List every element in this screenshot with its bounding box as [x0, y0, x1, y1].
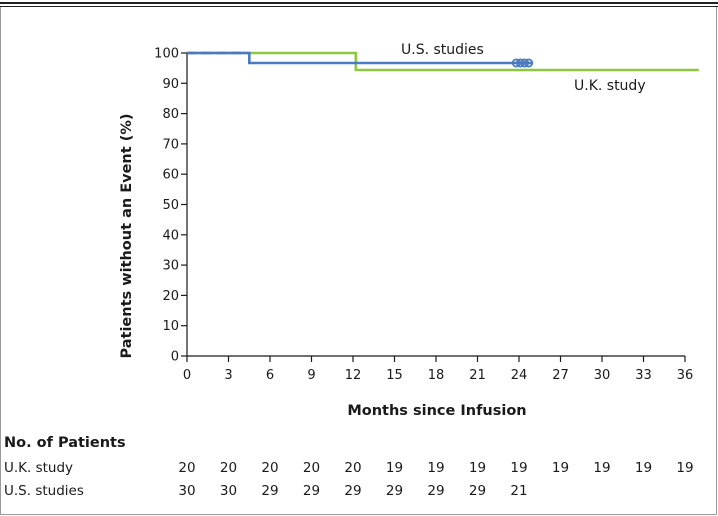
- x-tick-label: 36: [677, 368, 694, 383]
- risk-value-uk: 20: [261, 460, 278, 476]
- risk-value-uk: 19: [635, 460, 652, 476]
- x-tick-label: 3: [224, 368, 232, 383]
- y-tick-label: 30: [162, 259, 179, 274]
- series-line-uk: [187, 51, 699, 72]
- risk-value-us: 29: [386, 483, 403, 499]
- risk-value-uk: 20: [303, 460, 320, 476]
- series-label-us: U.S. studies: [401, 42, 484, 58]
- risk-value-uk: 19: [552, 460, 569, 476]
- censor-mark-us: [511, 58, 521, 68]
- risk-value-us: 29: [303, 483, 320, 499]
- y-tick-label: 40: [162, 228, 179, 243]
- x-tick-label: 6: [266, 368, 274, 383]
- x-tick-label: 9: [307, 368, 315, 383]
- x-tick-label: 21: [469, 368, 486, 383]
- risk-value-uk: 19: [469, 460, 486, 476]
- top-rule: [0, 2, 718, 4]
- y-tick-label: 0: [171, 350, 179, 365]
- risk-value-uk: 20: [178, 460, 195, 476]
- x-tick-label: 12: [345, 368, 362, 383]
- risk-value-uk: 19: [593, 460, 610, 476]
- x-tick-label: 30: [594, 368, 611, 383]
- risk-row-label-uk: U.K. study: [4, 460, 73, 476]
- y-tick-label: 100: [154, 47, 179, 62]
- x-tick-label: 33: [635, 368, 652, 383]
- y-axis-title: Patients without an Event (%): [119, 113, 135, 358]
- x-tick-label: 15: [386, 368, 403, 383]
- series-label-uk: U.K. study: [574, 78, 646, 94]
- risk-row-label-us: U.S. studies: [4, 483, 84, 499]
- y-tick-label: 60: [162, 168, 179, 183]
- risk-value-uk: 19: [427, 460, 444, 476]
- risk-value-us: 29: [344, 483, 361, 499]
- risk-value-uk: 19: [386, 460, 403, 476]
- figure-border: [0, 7, 717, 515]
- risk-value-uk: 19: [676, 460, 693, 476]
- risk-value-uk: 19: [510, 460, 527, 476]
- risk-value-us: 29: [427, 483, 444, 499]
- risk-value-us: 21: [510, 483, 527, 499]
- risk-value-uk: 20: [220, 460, 237, 476]
- censor-mark-us: [520, 58, 530, 68]
- x-tick-label: 24: [511, 368, 528, 383]
- x-axis: 0 3 6 9 12 15 18 21 24 27 30 33 36: [183, 355, 694, 383]
- risk-value-uk: 20: [344, 460, 361, 476]
- risk-value-us: 29: [261, 483, 278, 499]
- y-tick-label: 90: [162, 77, 179, 92]
- risk-value-us: 30: [178, 483, 195, 499]
- risk-table-values: 20 20 20 20 20 19 19 19 19 19 19 19 19 30 30 29 29 29 29 29…: [178, 460, 693, 499]
- risk-value-us: 29: [469, 483, 486, 499]
- survival-curves: [187, 51, 699, 72]
- risk-value-us: 30: [220, 483, 237, 499]
- x-tick-label: 0: [183, 368, 191, 383]
- y-axis: 0 10 20 30 40 50 60 70 80 90 100: [154, 47, 188, 365]
- y-tick-label: 80: [162, 107, 179, 122]
- y-tick-label: 10: [162, 319, 179, 334]
- censor-mark-us: [515, 58, 525, 68]
- x-tick-label: 27: [552, 368, 569, 383]
- y-tick-label: 50: [162, 198, 179, 213]
- risk-table-title: No. of Patients: [4, 435, 126, 451]
- top-rule-thin: [0, 6, 718, 7]
- x-tick-label: 18: [428, 368, 445, 383]
- x-axis-title: Months since Infusion: [347, 403, 526, 419]
- censor-mark-us: [524, 58, 534, 68]
- y-tick-label: 70: [162, 137, 179, 152]
- y-tick-label: 20: [162, 289, 179, 304]
